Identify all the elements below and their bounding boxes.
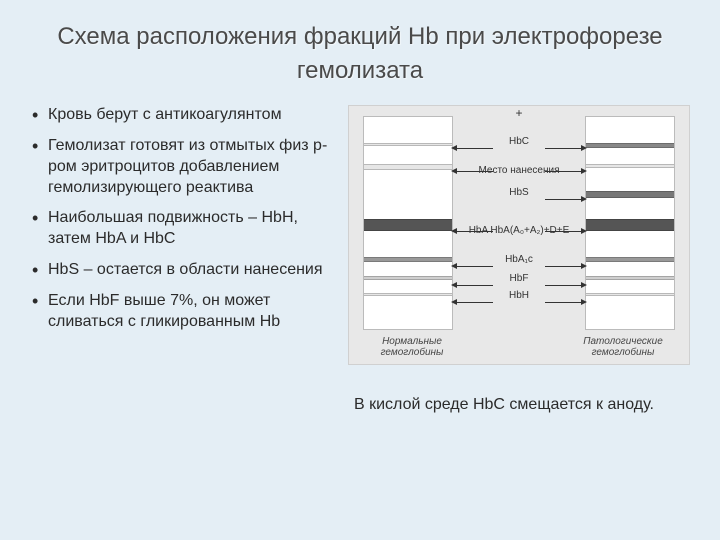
slide: Схема расположения фракций Hb при электр… bbox=[0, 0, 720, 540]
list-item: Если HbF выше 7%, он может сливаться с г… bbox=[30, 291, 330, 333]
electrophoresis-diagram: + Нормальные гемоглобины Патологические … bbox=[348, 105, 690, 365]
band-label: HbS bbox=[349, 187, 689, 198]
arrow-row bbox=[457, 302, 581, 303]
arrow-row bbox=[457, 231, 581, 232]
page-title: Схема расположения фракций Hb при электр… bbox=[30, 20, 690, 87]
arrow-row bbox=[457, 266, 581, 267]
band-label: HbC bbox=[349, 136, 689, 147]
lane-caption-normal: Нормальные гемоглобины bbox=[357, 336, 467, 358]
list-item: HbS – остается в области нанесения bbox=[30, 260, 330, 281]
band-label: HbF bbox=[349, 273, 689, 284]
diagram-column: + Нормальные гемоглобины Патологические … bbox=[348, 105, 690, 417]
arrow-row bbox=[457, 199, 581, 200]
bullet-column: Кровь берут с антикоагулянтом Гемолизат … bbox=[30, 105, 330, 417]
arrow-row bbox=[457, 285, 581, 286]
caption-text: В кислой среде HbC смещается к аноду. bbox=[348, 393, 690, 417]
arrow-row bbox=[457, 148, 581, 149]
list-item: Наибольшая подвижность – HbH, затем HbA … bbox=[30, 208, 330, 250]
arrow-row bbox=[457, 171, 581, 172]
band-label: HbH bbox=[349, 290, 689, 301]
band-label: HbA₁c bbox=[349, 254, 689, 265]
list-item: Кровь берут с антикоагулянтом bbox=[30, 105, 330, 126]
list-item: Гемолизат готовят из отмытых физ р-ром э… bbox=[30, 136, 330, 198]
lane-caption-pathological: Патологические гемоглобины bbox=[559, 336, 687, 358]
content-row: Кровь берут с антикоагулянтом Гемолизат … bbox=[30, 105, 690, 417]
bullet-list: Кровь берут с антикоагулянтом Гемолизат … bbox=[30, 105, 330, 332]
